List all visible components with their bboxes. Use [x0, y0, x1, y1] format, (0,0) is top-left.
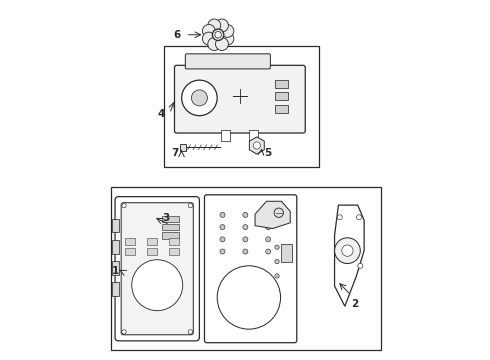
Circle shape: [358, 263, 363, 268]
Circle shape: [357, 215, 362, 220]
Circle shape: [274, 208, 283, 217]
Circle shape: [221, 24, 234, 37]
Bar: [180, 144, 186, 151]
Polygon shape: [249, 137, 264, 154]
Bar: [275, 92, 288, 100]
Bar: [162, 232, 179, 239]
Circle shape: [275, 245, 279, 249]
Circle shape: [139, 267, 175, 303]
Circle shape: [266, 237, 271, 242]
Circle shape: [122, 203, 126, 208]
Circle shape: [182, 80, 217, 116]
Text: 1: 1: [112, 266, 119, 276]
FancyBboxPatch shape: [115, 197, 199, 341]
Bar: [162, 224, 179, 230]
Circle shape: [212, 29, 224, 41]
Circle shape: [275, 288, 279, 292]
Polygon shape: [335, 205, 364, 306]
Bar: [112, 219, 119, 233]
Bar: [112, 283, 119, 296]
Circle shape: [208, 37, 220, 50]
Bar: [111, 187, 381, 350]
Bar: [164, 45, 318, 167]
Bar: [125, 238, 136, 246]
Circle shape: [216, 37, 228, 50]
Circle shape: [220, 225, 225, 230]
Circle shape: [266, 212, 271, 217]
Circle shape: [192, 90, 207, 106]
Text: 4: 4: [157, 109, 165, 119]
Text: 6: 6: [173, 30, 180, 40]
Circle shape: [266, 249, 271, 254]
FancyBboxPatch shape: [185, 54, 270, 69]
Circle shape: [147, 275, 168, 296]
Circle shape: [337, 215, 342, 220]
Circle shape: [275, 302, 279, 307]
Text: 3: 3: [163, 213, 170, 222]
Bar: [275, 80, 288, 88]
Circle shape: [220, 237, 225, 242]
Circle shape: [132, 260, 183, 311]
Bar: [281, 244, 292, 262]
Circle shape: [202, 24, 215, 37]
Bar: [221, 130, 230, 141]
Circle shape: [253, 142, 260, 149]
Circle shape: [152, 280, 162, 290]
Circle shape: [220, 212, 225, 217]
Circle shape: [122, 330, 126, 334]
Circle shape: [243, 212, 248, 217]
Text: 2: 2: [351, 299, 358, 309]
Circle shape: [225, 274, 272, 321]
Bar: [275, 105, 288, 113]
Circle shape: [243, 225, 248, 230]
Bar: [162, 216, 179, 222]
Circle shape: [220, 249, 225, 254]
Polygon shape: [255, 201, 290, 229]
FancyBboxPatch shape: [174, 65, 305, 133]
Circle shape: [275, 260, 279, 264]
Bar: [112, 240, 119, 254]
Bar: [169, 248, 179, 255]
Circle shape: [242, 291, 256, 305]
Text: 7: 7: [172, 148, 179, 158]
Circle shape: [221, 32, 234, 45]
FancyBboxPatch shape: [204, 195, 297, 343]
Circle shape: [188, 203, 193, 208]
Bar: [112, 261, 119, 275]
Bar: [169, 238, 179, 246]
Circle shape: [342, 245, 353, 256]
Text: 5: 5: [265, 148, 272, 158]
Circle shape: [243, 237, 248, 242]
Circle shape: [235, 283, 263, 312]
Bar: [147, 238, 157, 246]
Circle shape: [188, 330, 193, 334]
Circle shape: [266, 225, 271, 230]
Bar: [125, 248, 136, 255]
Circle shape: [335, 238, 360, 264]
Circle shape: [275, 274, 279, 278]
Bar: [147, 248, 157, 255]
Bar: [249, 130, 258, 141]
Circle shape: [243, 249, 248, 254]
Circle shape: [202, 32, 215, 45]
Circle shape: [208, 19, 220, 32]
Circle shape: [216, 19, 228, 32]
Circle shape: [217, 266, 281, 329]
Circle shape: [215, 32, 221, 38]
FancyBboxPatch shape: [121, 203, 193, 335]
